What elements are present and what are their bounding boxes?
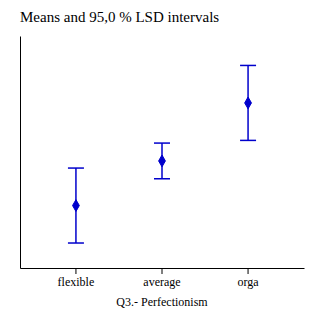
x-tick: average [143,268,180,289]
x-axis-label: Q3.- Perfectionism [116,295,208,309]
x-tick-mark [248,268,249,274]
y-axis [20,37,21,269]
error-cap-high [240,65,256,67]
mean-marker [159,155,166,167]
error-point [68,168,84,243]
x-tick: orga [238,268,260,289]
error-cap-low [240,140,256,142]
title: Means and 95,0 % LSD intervals [20,9,219,25]
chart-container: flexible average orga Means and 95,0 % LSD … [0,0,320,320]
x-tick-label: average [143,275,180,289]
error-cap-low [68,242,84,244]
error-cap-high [154,142,170,144]
plot-area: flexible average orga [21,37,305,289]
x-tick-mark [162,268,163,274]
mean-marker [245,97,252,109]
x-tick-label: orga [238,275,260,289]
x-axis: flexible average orga [21,268,305,289]
chart-svg: flexible average orga Means and 95,0 % LSD … [0,0,320,320]
x-tick: flexible [58,268,95,289]
mean-marker [73,200,80,212]
marks [68,65,256,243]
error-cap-high [68,167,84,169]
error-point [154,143,170,179]
x-tick-label: flexible [58,275,95,289]
y-axis-line [20,37,21,269]
x-tick-mark [75,268,76,274]
error-point [240,65,256,140]
error-cap-low [154,178,170,180]
